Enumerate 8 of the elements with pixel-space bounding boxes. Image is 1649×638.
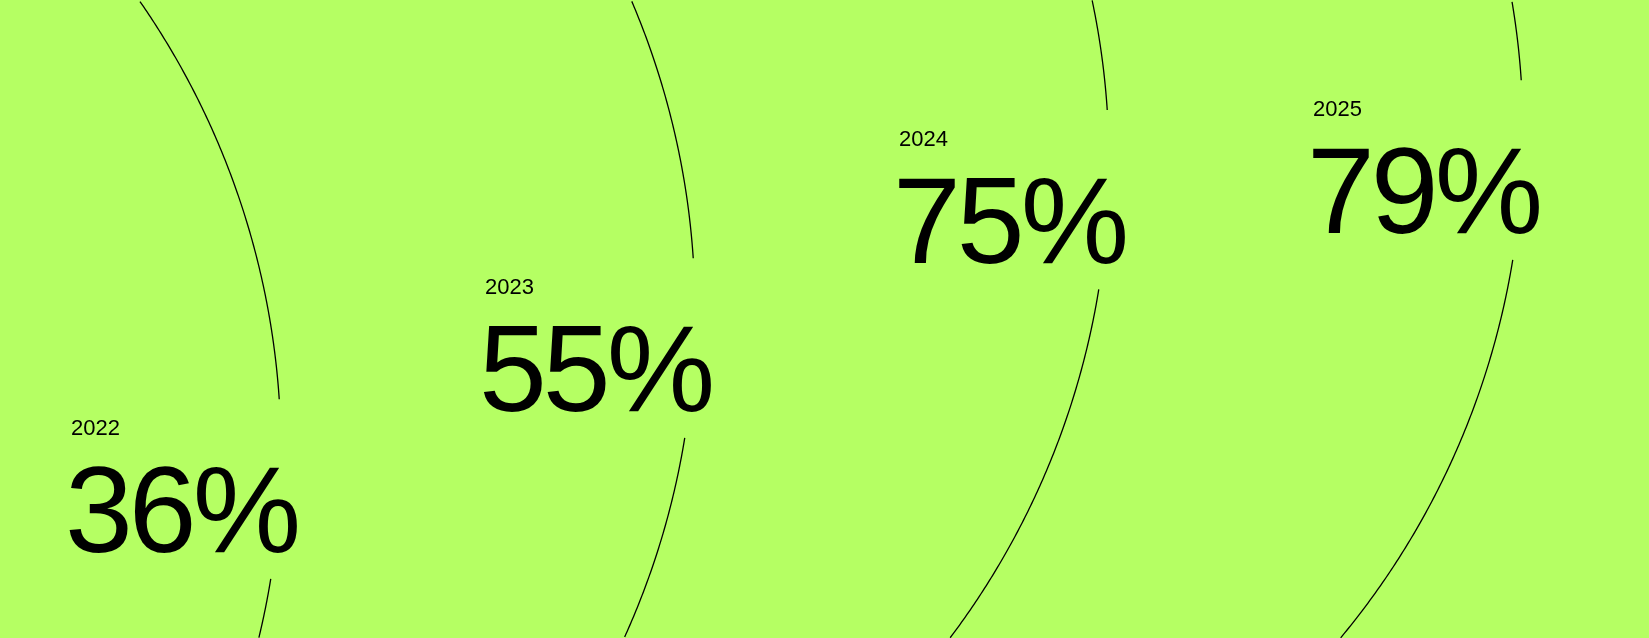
data-label: 75% [893, 152, 1126, 289]
category-label: 2023 [485, 274, 534, 300]
category-label: 2024 [899, 125, 948, 151]
data-label: 79% [1307, 123, 1540, 259]
data-label: 36% [65, 442, 298, 578]
category-label: 2022 [71, 415, 120, 440]
category-label: 2025 [1313, 96, 1362, 121]
data-label: 55% [479, 301, 712, 438]
